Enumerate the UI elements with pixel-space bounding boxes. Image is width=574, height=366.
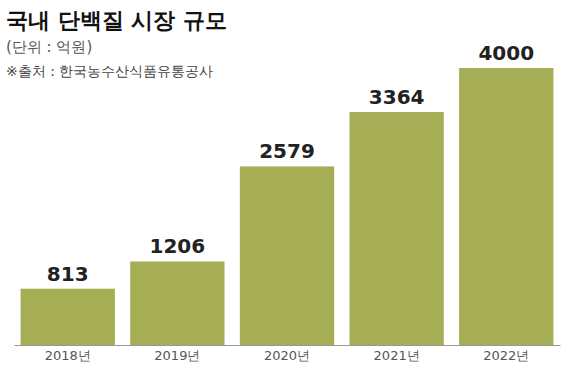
data-label: 1206 [150, 234, 206, 258]
tick-label: 2018년 [45, 348, 91, 363]
data-label: 813 [47, 262, 89, 286]
x-axis: 2018년 2019년 2020년 2021년 2022년 [15, 345, 561, 363]
tick: 2018년 [45, 345, 91, 363]
subtitle: (단위 : 억원) [6, 38, 92, 56]
tick-label: 2021년 [374, 348, 420, 363]
bar [21, 289, 115, 345]
chart: 국내 단백질 시장 규모(단위 : 억원)※출처 : 한국농수산식품유통공사20… [0, 0, 574, 366]
bar [130, 261, 224, 345]
tick: 2020년 [264, 345, 310, 363]
bar [459, 68, 553, 345]
bar [240, 166, 334, 345]
data-label: 4000 [478, 41, 534, 65]
axis-line [15, 345, 561, 346]
bars [21, 68, 554, 345]
tick: 2021년 [374, 345, 420, 363]
tick-label: 2022년 [483, 348, 529, 363]
data-label: 2579 [259, 139, 315, 163]
data-labels: 813 1206 2579 3364 4000 [47, 41, 534, 286]
plot: 2018년 2019년 2020년 2021년 2022년 813 1206 2579 3364… [15, 41, 561, 363]
data-label: 3364 [369, 85, 425, 109]
tick: 2022년 [483, 345, 529, 363]
title: 국내 단백질 시장 규모 [6, 8, 227, 33]
annotation: ※출처 : 한국농수산식품유통공사 [6, 63, 213, 79]
tick-label: 2019년 [154, 348, 200, 363]
bar [349, 112, 443, 345]
tick: 2019년 [154, 345, 200, 363]
tick-label: 2020년 [264, 348, 310, 363]
